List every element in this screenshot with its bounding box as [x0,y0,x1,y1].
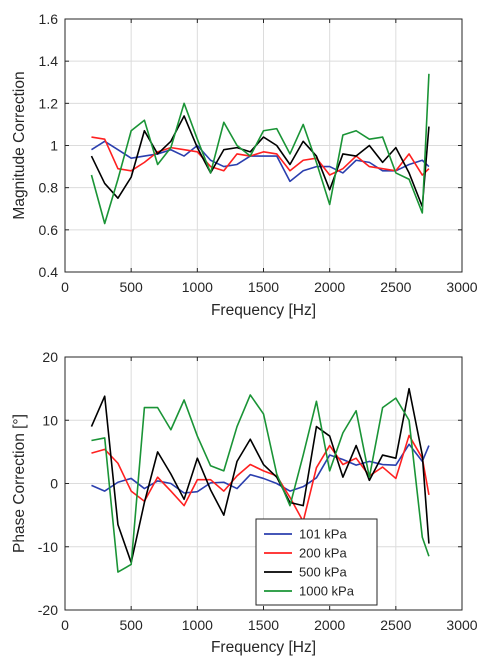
x-tick-label: 2000 [314,279,345,295]
legend-label-200-kpa: 200 kPa [299,546,347,561]
series-line-200-kpa [91,434,430,523]
y-tick-label: 0.6 [39,222,59,238]
x-axis-label: Frequency [Hz] [211,639,316,656]
y-axis-label: Phase Correction [°] [11,414,28,553]
x-tick-label: 1000 [182,279,213,295]
y-tick-label: 1.6 [39,11,59,27]
legend-label-101-kpa: 101 kPa [299,527,347,542]
x-tick-label: 3000 [446,617,477,633]
y-tick-label: -20 [38,602,58,618]
y-tick-label: 20 [42,349,58,365]
x-tick-label: 500 [119,279,143,295]
legend-label-500-kpa: 500 kPa [299,565,347,580]
series-line-500-kpa [90,115,430,208]
x-tick-label: 500 [119,617,143,633]
phase-correction-panel: 0 500 1000 1500 2000 2500 3000 -20 -10 0 10 20 Frequ… [11,349,478,656]
magnitude-correction-panel: 0 500 1000 1500 2000 2500 3000 0.4 0.6 0.8 1 1.2 1.4… [11,11,478,319]
y-tick-label: 0.8 [39,180,59,196]
y-tick-label: 1.4 [39,53,59,69]
y-tick-label: 1.2 [39,95,59,111]
x-tick-label: 1000 [182,617,213,633]
legend-label-1000-kpa: 1000 kPa [299,584,355,599]
y-tick-label: 0.4 [39,264,59,280]
x-axis-label: Frequency [Hz] [211,302,316,319]
x-tick-label: 2000 [314,617,345,633]
y-axis-label: Magnitude Correction [11,71,28,219]
x-tick-label: 1500 [248,279,279,295]
x-tick-label: 2500 [380,617,411,633]
y-tick-label: -10 [38,539,58,555]
x-tick-label: 2500 [380,279,411,295]
x-tick-label: 1500 [248,617,279,633]
x-tick-label: 0 [61,617,69,633]
y-tick-label: 0 [50,476,58,492]
series-line-200-kpa [91,136,430,176]
y-tick-label: 1 [50,138,58,154]
y-tick-label: 10 [42,412,58,428]
legend: 101 kPa 200 kPa 500 kPa 1000 kPa [255,518,378,606]
series-line-1000-kpa [90,73,430,225]
series-line-1000-kpa [91,394,430,573]
x-tick-label: 3000 [446,279,477,295]
x-tick-label: 0 [61,279,69,295]
series-line-500-kpa [90,387,430,564]
